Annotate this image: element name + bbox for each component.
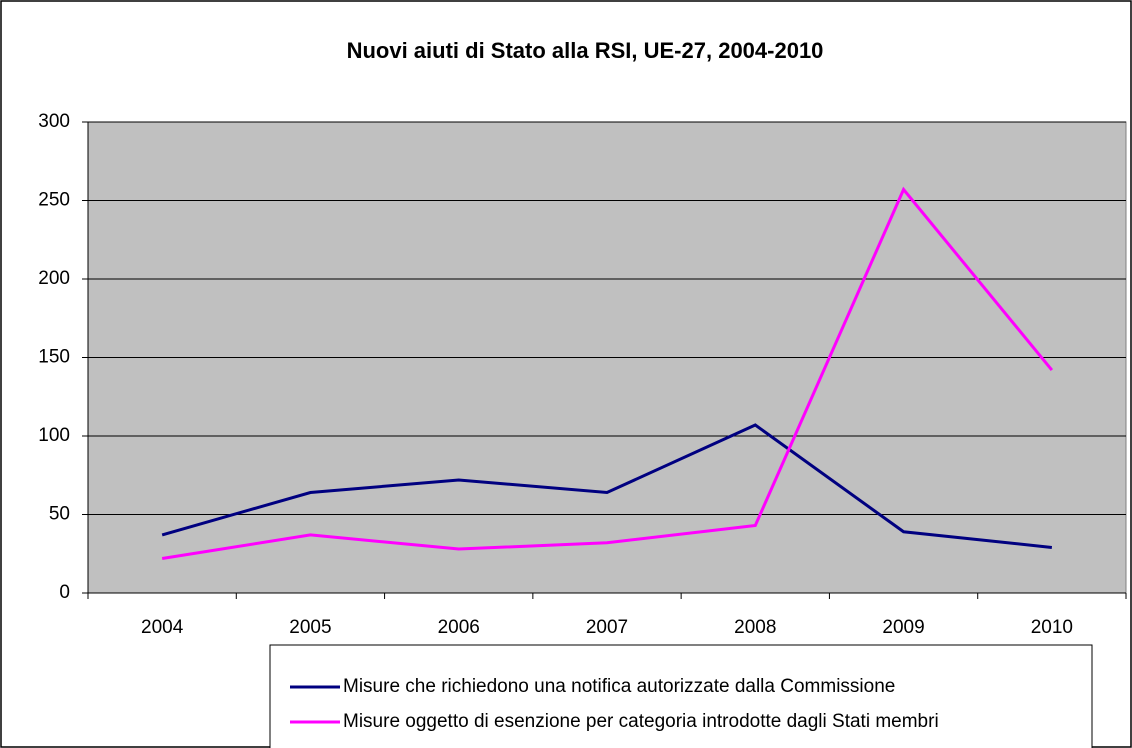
legend-label: Misure che richiedono una notifica autor… [343,676,895,697]
y-tick-label: 300 [38,111,70,132]
y-tick-label: 50 [49,504,70,525]
chart-title: Nuovi aiuti di Stato alla RSI, UE-27, 20… [347,38,824,63]
x-tick-label: 2004 [141,617,184,638]
x-tick-label: 2010 [1031,617,1073,638]
y-tick-label: 200 [38,268,70,289]
y-tick-label: 150 [38,347,70,368]
legend-label: Misure oggetto di esenzione per categori… [343,711,939,732]
series-line [161,423,1053,549]
x-tick-label: 2006 [438,617,480,638]
y-tick-label: 100 [38,425,70,446]
y-tick-label: 0 [59,582,70,603]
series-line [161,186,1054,560]
x-tick-label: 2007 [586,617,628,638]
x-tick-label: 2005 [289,617,331,638]
x-tick-label: 2009 [882,617,924,638]
y-tick-label: 250 [38,190,70,211]
legend-box [269,644,1093,748]
x-tick-label: 2008 [734,617,776,638]
